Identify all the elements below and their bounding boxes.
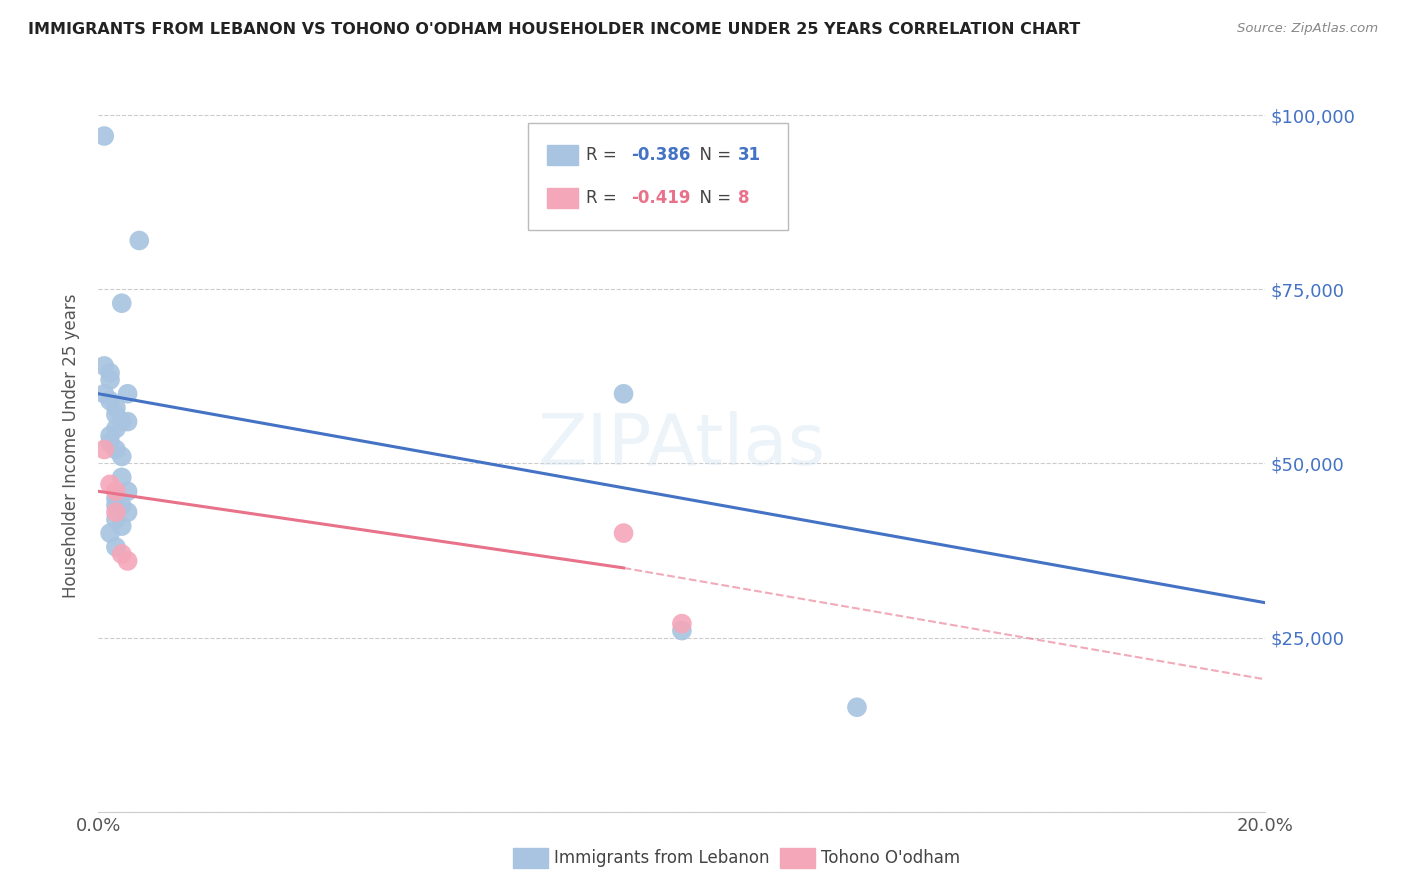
- Point: [104, 505, 127, 519]
- Point: [104, 442, 127, 457]
- Point: [117, 505, 139, 519]
- Point: [104, 540, 127, 554]
- Text: -0.419: -0.419: [631, 189, 690, 207]
- Y-axis label: Householder Income Under 25 years: Householder Income Under 25 years: [62, 293, 80, 599]
- Text: -0.386: -0.386: [631, 146, 690, 164]
- Point: [93, 386, 115, 401]
- Point: [104, 512, 127, 526]
- Point: [98, 373, 121, 387]
- Point: [117, 386, 139, 401]
- Point: [98, 477, 121, 491]
- Point: [671, 624, 693, 638]
- Point: [111, 415, 134, 429]
- Point: [111, 498, 134, 512]
- Point: [104, 498, 127, 512]
- Point: [98, 435, 121, 450]
- Text: N =: N =: [689, 146, 735, 164]
- Point: [111, 296, 134, 310]
- Text: IMMIGRANTS FROM LEBANON VS TOHONO O'ODHAM HOUSEHOLDER INCOME UNDER 25 YEARS CORR: IMMIGRANTS FROM LEBANON VS TOHONO O'ODHA…: [28, 22, 1080, 37]
- Point: [612, 526, 634, 541]
- Text: Source: ZipAtlas.com: Source: ZipAtlas.com: [1237, 22, 1378, 36]
- Point: [111, 450, 134, 464]
- Point: [104, 491, 127, 506]
- Point: [98, 366, 121, 380]
- Text: 31: 31: [738, 146, 761, 164]
- Text: R =: R =: [586, 189, 621, 207]
- Point: [104, 408, 127, 422]
- Point: [93, 442, 115, 457]
- Point: [104, 401, 127, 415]
- Point: [612, 386, 634, 401]
- Point: [117, 484, 139, 499]
- Point: [128, 234, 150, 248]
- Point: [93, 359, 115, 373]
- Point: [111, 519, 134, 533]
- Text: Immigrants from Lebanon: Immigrants from Lebanon: [554, 849, 769, 867]
- Point: [117, 415, 139, 429]
- Point: [104, 421, 127, 435]
- Point: [846, 700, 869, 714]
- Point: [111, 470, 134, 484]
- Text: 8: 8: [738, 189, 749, 207]
- Point: [98, 526, 121, 541]
- Point: [93, 128, 115, 143]
- Point: [111, 547, 134, 561]
- Point: [671, 616, 693, 631]
- Point: [104, 484, 127, 499]
- Point: [98, 428, 121, 442]
- Point: [117, 554, 139, 568]
- Text: ZIPAtlas: ZIPAtlas: [538, 411, 825, 481]
- Text: Tohono O'odham: Tohono O'odham: [821, 849, 960, 867]
- Text: N =: N =: [689, 189, 735, 207]
- Point: [98, 393, 121, 408]
- Text: R =: R =: [586, 146, 621, 164]
